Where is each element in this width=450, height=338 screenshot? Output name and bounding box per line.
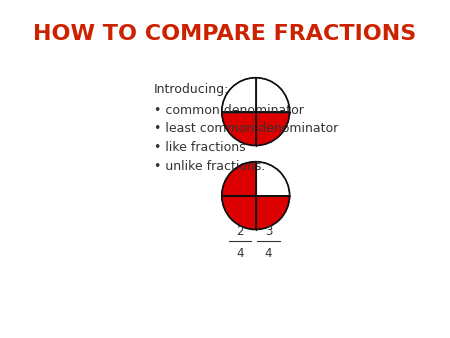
Text: 4: 4 xyxy=(236,247,244,260)
Wedge shape xyxy=(256,78,290,112)
Text: 4: 4 xyxy=(265,247,272,260)
Text: Introducing:: Introducing: xyxy=(154,82,230,96)
Wedge shape xyxy=(222,112,256,146)
Wedge shape xyxy=(256,112,290,146)
Text: • least common denominator: • least common denominator xyxy=(154,122,338,135)
Wedge shape xyxy=(222,78,256,112)
Wedge shape xyxy=(222,196,256,230)
Text: • like fractions: • like fractions xyxy=(154,141,246,154)
Text: HOW TO COMPARE FRACTIONS: HOW TO COMPARE FRACTIONS xyxy=(33,24,417,44)
Wedge shape xyxy=(222,162,256,196)
Text: • unlike fractions.: • unlike fractions. xyxy=(154,160,266,173)
Text: • common denominator: • common denominator xyxy=(154,103,304,117)
Text: 3: 3 xyxy=(265,225,272,238)
Wedge shape xyxy=(256,162,290,196)
Wedge shape xyxy=(256,196,290,230)
Text: 2: 2 xyxy=(236,225,244,238)
